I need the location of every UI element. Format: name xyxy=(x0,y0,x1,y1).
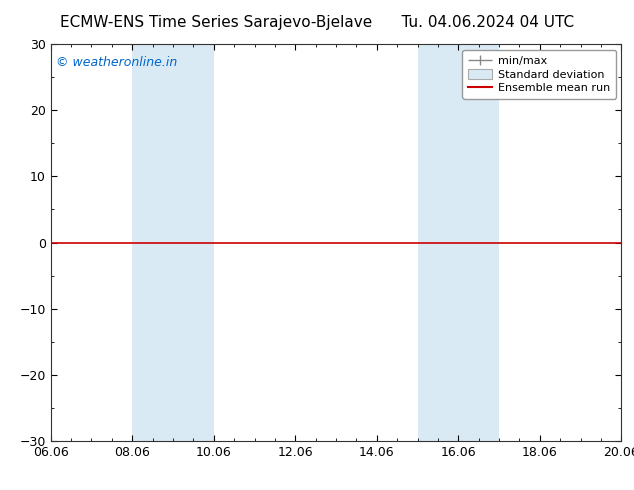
Bar xyxy=(133,44,214,441)
Legend: min/max, Standard deviation, Ensemble mean run: min/max, Standard deviation, Ensemble me… xyxy=(462,49,616,98)
Text: ECMW-ENS Time Series Sarajevo-Bjelave      Tu. 04.06.2024 04 UTC: ECMW-ENS Time Series Sarajevo-Bjelave Tu… xyxy=(60,15,574,30)
Bar xyxy=(418,44,499,441)
Text: © weatheronline.in: © weatheronline.in xyxy=(56,56,178,69)
